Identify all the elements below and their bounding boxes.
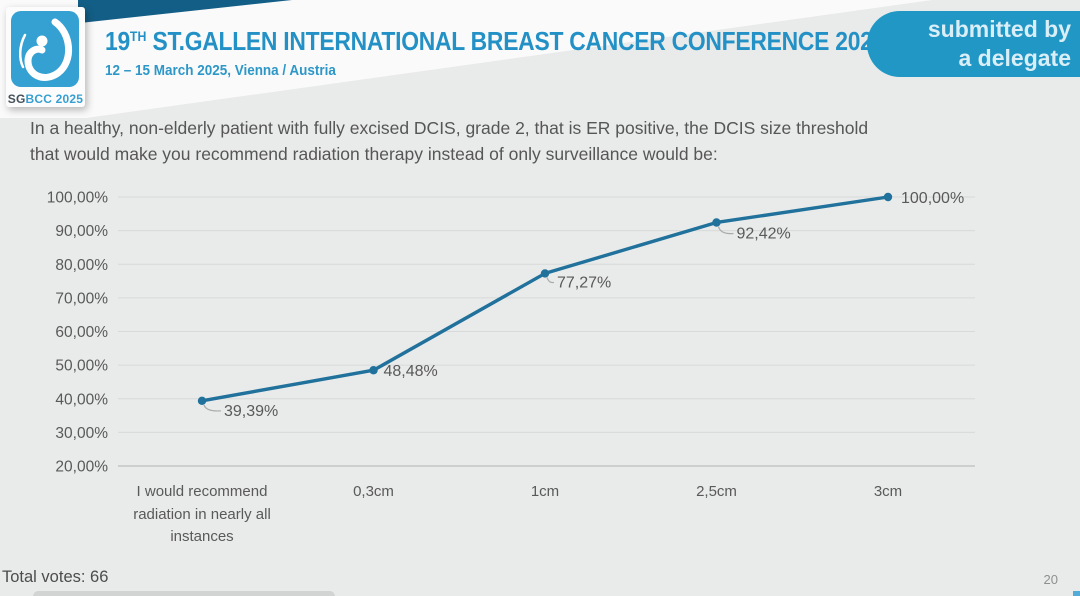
sgbcc-logo-label: SGBCC 2025 [6,92,85,106]
badge-line-1: submitted by [927,16,1071,43]
label-leader-line [203,404,222,412]
x-axis-label: 0,3cm [353,483,394,500]
total-votes: Total votes: 66 [2,568,109,586]
y-axis-tick: 20,00% [55,459,108,476]
data-point-label: 92,42% [737,225,791,242]
x-axis-label: 1cm [530,483,560,500]
data-point [369,366,378,375]
conference-subtitle: 12 – 15 March 2025, Vienna / Austria [105,63,336,79]
data-point [540,269,550,278]
y-axis-tick: 60,00% [55,324,108,341]
logo-bcc: BCC 2025 [25,92,84,106]
data-point-label: 100,00% [901,190,964,207]
footer-pill [33,591,335,596]
x-axis-label: 2,5cm [696,483,737,500]
badge-line-2: a delegate [958,45,1072,71]
data-point [712,218,721,227]
x-axis-label: I would recommend radiation in nearly al… [133,483,271,545]
poll-question: In a healthy, non-elderly patient with f… [30,118,869,164]
y-axis-tick: 30,00% [55,425,108,442]
y-axis-tick: 40,00% [55,391,108,408]
label-leader-line [546,277,555,284]
label-leader-line [717,226,734,235]
title-number: 19 [105,26,130,56]
data-point-label: 77,27% [557,274,611,291]
data-point-label: 48,48% [384,363,438,380]
y-axis-tick: 90,00% [55,223,108,240]
y-axis-tick: 80,00% [55,257,108,274]
corner-accent [1073,591,1080,596]
y-axis-tick: 50,00% [55,358,108,375]
line-chart: 100,00% 90,00% 80,00% 70,00% 60,00% 50,00% 40,… [47,190,975,476]
logo-sg: SG [7,92,26,106]
page-number: 20 [1043,572,1058,587]
y-axis-tick: 100,00% [47,190,108,207]
conference-title: 19TH ST.GALLEN INTERNATIONAL BREAST CANC… [105,26,885,57]
data-point [883,192,893,202]
data-point [197,396,207,406]
title-superscript: TH [129,28,147,44]
x-axis-label: 3cm [873,483,903,500]
data-point-label: 39,39% [224,403,278,420]
sgbcc-logo: SGBCC 2025 [6,7,85,107]
y-axis-tick: 70,00% [55,290,108,307]
sgbcc-drop-icon [11,11,79,87]
poll-results-chart: 100,00% 90,00% 80,00% 70,00% 60,00% 50,00% 40,… [0,186,1080,566]
submitted-by-badge: submitted by a delegate [867,11,1080,77]
title-text: ST.GALLEN INTERNATIONAL BREAST CANCER CO… [146,26,886,56]
